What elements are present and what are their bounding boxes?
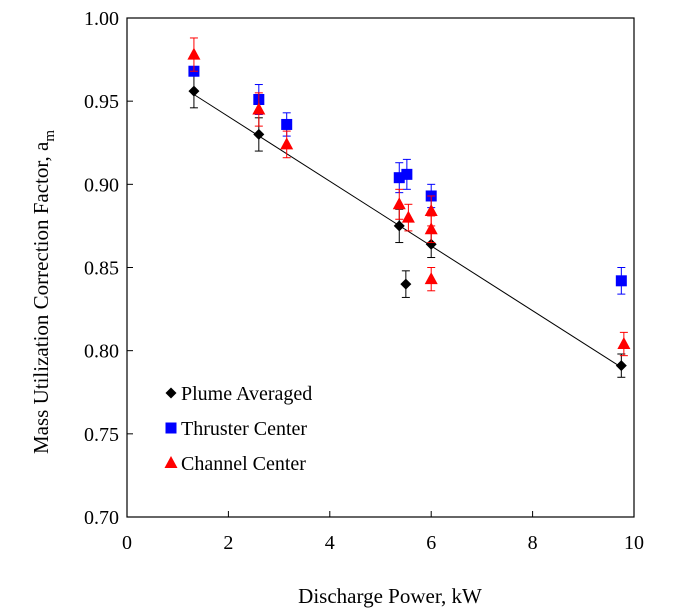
plot-border <box>126 17 635 518</box>
y-tick-label: 0.80 <box>84 341 119 363</box>
data-point <box>252 102 266 115</box>
y-tick-label: 0.85 <box>84 258 119 280</box>
x-tick-label: 2 <box>223 532 233 554</box>
y-tick-label: 0.70 <box>84 507 119 529</box>
y-axis-title: Mass Utilization Correction Factor, am <box>29 130 58 454</box>
legend-label: Channel Center <box>181 453 306 475</box>
data-point <box>424 222 438 235</box>
y-tick-label: 0.90 <box>84 174 119 196</box>
y-axis-title-main: Mass Utilization Correction Factor, a <box>29 141 53 454</box>
data-point <box>253 128 265 140</box>
data-point <box>617 337 631 350</box>
data-point <box>281 118 293 130</box>
x-tick-label: 6 <box>426 532 436 554</box>
data-point <box>392 197 406 210</box>
data-point <box>424 203 438 216</box>
data-point <box>400 278 412 290</box>
data-point <box>187 47 201 60</box>
series-thruster-center <box>188 65 627 295</box>
data-point <box>393 220 405 232</box>
series-plume-averaged <box>188 74 627 378</box>
y-axis-title-subscript: m <box>42 130 58 142</box>
y-tick-label: 1.00 <box>84 8 119 30</box>
data-marks <box>187 37 631 378</box>
data-point <box>393 172 405 184</box>
data-point <box>401 210 415 223</box>
data-point <box>280 137 294 150</box>
legend-label: Thruster Center <box>181 418 307 440</box>
data-point <box>424 272 438 285</box>
y-tick-label: 0.75 <box>84 424 119 446</box>
data-point <box>615 275 627 287</box>
legend-label: Plume Averaged <box>181 383 312 405</box>
y-axis: 0.70 0.75 0.80 0.85 0.90 0.95 1.00 <box>84 8 133 529</box>
series-channel-center <box>187 37 631 357</box>
data-point <box>425 238 437 250</box>
plot-area <box>126 17 635 518</box>
x-axis: 0 2 4 6 8 10 <box>122 511 644 554</box>
x-axis-title: Discharge Power, kW <box>298 584 482 608</box>
data-point <box>188 85 200 97</box>
data-point <box>401 168 413 180</box>
x-tick-label: 8 <box>528 532 538 554</box>
legend-marker <box>165 422 177 434</box>
legend: Plume Averaged Thruster Center Channel Cen… <box>164 383 312 475</box>
legend-marker <box>164 456 178 468</box>
x-tick-label: 0 <box>122 532 132 554</box>
y-tick-label: 0.95 <box>84 91 119 113</box>
data-point <box>615 360 627 372</box>
legend-marker <box>165 387 177 399</box>
x-tick-label: 10 <box>624 532 644 554</box>
x-tick-label: 4 <box>325 532 335 554</box>
